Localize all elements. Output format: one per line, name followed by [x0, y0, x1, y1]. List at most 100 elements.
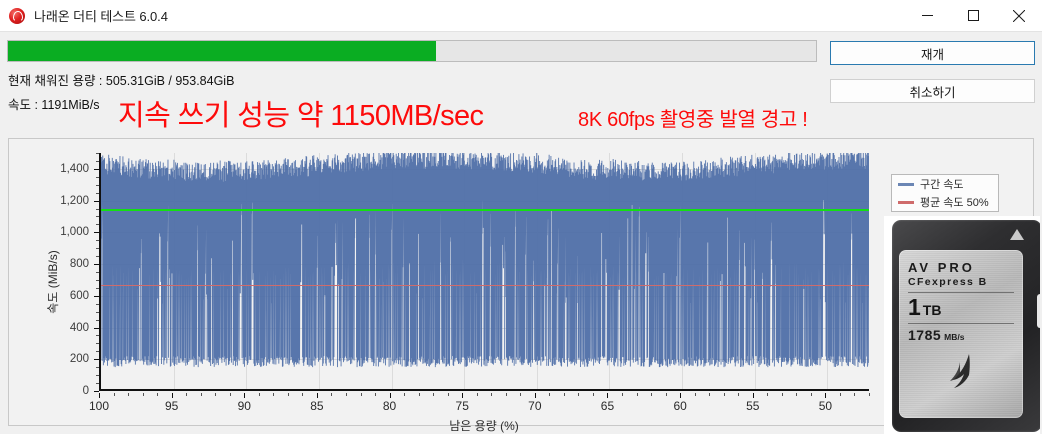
x-axis-minor-tick — [723, 393, 725, 396]
progress-bar — [7, 40, 817, 62]
x-axis-tick-mark — [389, 393, 391, 398]
y-axis-tick-label: 200 — [69, 353, 89, 366]
x-axis-tick-label: 60 — [673, 399, 687, 413]
x-axis-tick-label: 55 — [746, 399, 760, 413]
x-axis-minor-tick — [854, 393, 856, 396]
y-axis-tick-mark — [94, 327, 99, 329]
x-axis-minor-tick — [796, 393, 798, 396]
y-axis-minor-tick — [96, 351, 99, 353]
memory-card-label: AV PRO CFexpress B 1 TB 1785 MB/s — [899, 250, 1023, 418]
x-axis-minor-tick — [302, 393, 304, 396]
x-axis-minor-tick — [781, 393, 783, 396]
x-axis-minor-tick — [433, 393, 435, 396]
x-axis-minor-tick — [767, 393, 769, 396]
x-axis-minor-tick — [142, 393, 144, 396]
y-axis-minor-tick — [96, 240, 99, 242]
y-axis-minor-tick — [96, 160, 99, 162]
y-axis-minor-tick — [96, 153, 99, 154]
x-axis-tick-mark — [316, 393, 318, 398]
x-axis-tick-label: 95 — [164, 399, 179, 413]
x-axis-tick-mark — [99, 393, 100, 398]
x-axis-minor-tick — [375, 393, 377, 396]
chart-gridline-vertical — [391, 153, 393, 389]
y-axis-minor-tick — [96, 375, 99, 377]
x-axis-minor-tick — [447, 393, 449, 396]
speed-chart-panel: 속도 (MiB/s) 0 200 400 600 800 1,000 1,200 1,400 … — [8, 138, 1034, 433]
x-axis-minor-tick — [869, 393, 870, 396]
x-axis-tick-mark — [607, 393, 609, 398]
window-title: 나래온 더티 테스트 6.0.4 — [34, 9, 168, 24]
x-axis-minor-tick — [476, 393, 478, 396]
x-axis-minor-tick — [418, 393, 420, 396]
x-axis-minor-tick — [200, 393, 202, 396]
window-controls — [904, 0, 1042, 32]
chart-series-section-speed — [101, 153, 869, 368]
y-axis-minor-tick — [96, 335, 99, 337]
x-axis-label: 남은 용량 (%) — [449, 419, 519, 433]
card-notch — [1037, 294, 1040, 328]
x-axis-minor-tick — [113, 393, 115, 396]
card-capacity-unit: TB — [922, 302, 942, 318]
y-axis-minor-tick — [96, 311, 99, 313]
y-axis-minor-tick — [96, 192, 99, 194]
y-axis-minor-tick — [96, 248, 99, 250]
y-axis-tick-label: 1,400 — [60, 162, 89, 175]
card-capacity-number: 1 — [908, 294, 921, 320]
y-axis-tick-mark — [94, 168, 99, 170]
chart-plot-area — [99, 153, 869, 391]
chart-average-speed-line — [101, 284, 869, 287]
cancel-button[interactable]: 취소하기 — [830, 79, 1035, 103]
y-axis-minor-tick — [96, 176, 99, 178]
x-axis-minor-tick — [651, 393, 653, 396]
x-axis-minor-tick — [549, 393, 551, 396]
y-axis-tick-label: 1,000 — [60, 226, 89, 239]
y-axis-minor-tick — [96, 279, 99, 281]
x-axis-tick-mark — [171, 393, 173, 398]
legend-item-average-speed: 평균 속도 50% — [898, 194, 992, 210]
x-axis-minor-tick — [709, 393, 711, 396]
legend-swatch-section-speed — [898, 182, 914, 186]
y-axis-tick-label: 0 — [82, 385, 89, 397]
y-axis-tick-label: 1,200 — [60, 194, 89, 207]
x-axis-minor-tick — [563, 393, 565, 396]
legend-label-section-speed: 구간 속도 — [920, 179, 964, 191]
x-axis-minor-tick — [520, 393, 522, 396]
maximize-icon[interactable] — [950, 0, 996, 32]
x-axis-minor-tick — [839, 393, 841, 396]
x-axis-tick-label: 80 — [382, 399, 397, 413]
minimize-icon[interactable] — [904, 0, 950, 32]
y-axis-tick-label: 600 — [69, 289, 89, 302]
x-axis-tick-mark — [680, 393, 682, 398]
annotation-heat-warning: 8K 60fps 촬영중 발열 경고 ! — [578, 109, 808, 131]
y-axis-tick-mark — [94, 264, 99, 266]
x-axis-minor-tick — [665, 393, 667, 396]
card-orientation-arrow-icon — [1010, 229, 1024, 240]
x-axis-minor-tick — [229, 393, 231, 396]
y-axis-minor-tick — [96, 208, 99, 210]
y-axis-tick-mark — [94, 232, 99, 234]
x-axis-tick-label: 65 — [600, 399, 615, 413]
x-axis-minor-tick — [331, 393, 333, 396]
title-bar: 나래온 더티 테스트 6.0.4 — [0, 0, 1042, 32]
y-axis-label: 속도 (MiB/s) — [46, 250, 61, 314]
y-axis-tick-mark — [94, 359, 99, 361]
y-axis-tick-label: 400 — [69, 321, 89, 334]
x-axis-minor-tick — [186, 393, 188, 396]
y-axis-tick-mark — [94, 295, 99, 297]
x-axis-minor-tick — [592, 393, 594, 396]
x-axis-minor-tick — [287, 393, 289, 396]
app-icon — [9, 7, 25, 24]
x-axis-tick-label: 90 — [237, 399, 251, 413]
x-axis-minor-tick — [636, 393, 638, 396]
y-axis-minor-tick — [96, 184, 99, 186]
x-axis-minor-tick — [360, 393, 362, 396]
x-axis-tick-mark — [752, 393, 754, 398]
x-axis-tick-label: 50 — [818, 399, 833, 413]
chart-series-container — [101, 153, 869, 389]
card-speed: 1785 MB/s — [908, 327, 1014, 343]
resume-button[interactable]: 재개 — [830, 41, 1035, 65]
close-icon[interactable] — [996, 0, 1042, 32]
x-axis-minor-tick — [128, 393, 130, 396]
y-axis-minor-tick — [96, 224, 99, 226]
x-axis-tick-mark — [825, 393, 827, 398]
